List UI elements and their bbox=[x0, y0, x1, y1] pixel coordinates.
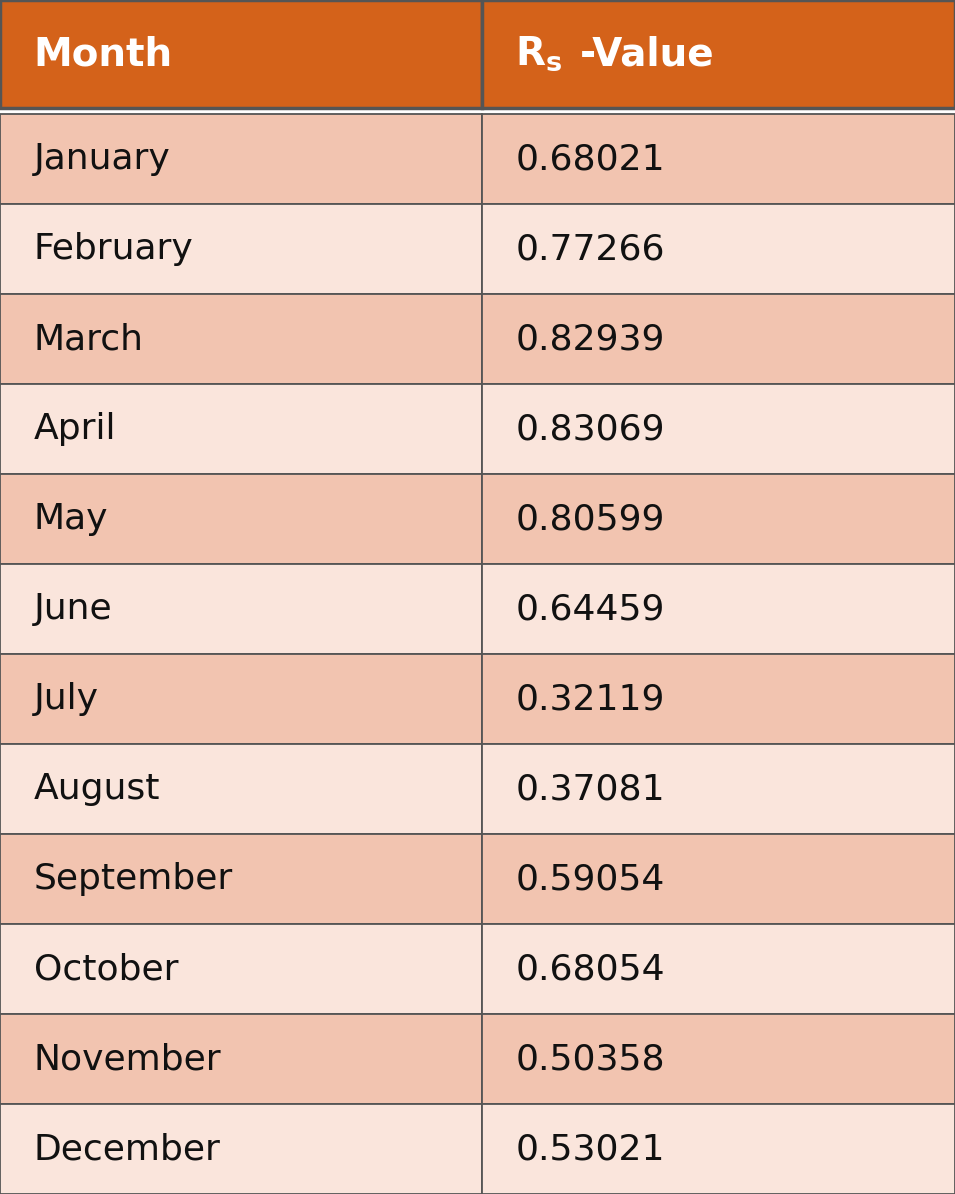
Text: February: February bbox=[33, 232, 194, 266]
Text: June: June bbox=[33, 592, 113, 626]
Text: November: November bbox=[33, 1042, 222, 1076]
Text: 0.83069: 0.83069 bbox=[516, 412, 665, 447]
Bar bbox=[0, 294, 482, 384]
Bar bbox=[482, 0, 955, 107]
Text: 0.32119: 0.32119 bbox=[516, 682, 665, 716]
Bar bbox=[0, 744, 482, 833]
Bar bbox=[0, 833, 482, 924]
Text: -Value: -Value bbox=[581, 35, 715, 73]
Bar bbox=[0, 384, 482, 474]
Text: 0.80599: 0.80599 bbox=[516, 501, 665, 536]
Bar bbox=[482, 654, 955, 744]
Text: September: September bbox=[33, 862, 233, 896]
Text: July: July bbox=[33, 682, 98, 716]
Bar bbox=[482, 204, 955, 294]
Text: 0.59054: 0.59054 bbox=[516, 862, 665, 896]
Text: Month: Month bbox=[33, 35, 173, 73]
Text: October: October bbox=[33, 952, 179, 986]
Text: March: March bbox=[33, 322, 144, 356]
Bar bbox=[0, 474, 482, 564]
Bar bbox=[482, 833, 955, 924]
Bar bbox=[0, 1104, 482, 1194]
Bar bbox=[482, 924, 955, 1014]
Bar bbox=[482, 744, 955, 833]
Text: August: August bbox=[33, 773, 160, 806]
Bar bbox=[482, 1014, 955, 1104]
Text: 0.82939: 0.82939 bbox=[516, 322, 665, 356]
Bar bbox=[0, 0, 482, 107]
Text: 0.68054: 0.68054 bbox=[516, 952, 665, 986]
Bar bbox=[0, 654, 482, 744]
Text: 0.53021: 0.53021 bbox=[516, 1132, 665, 1167]
Bar bbox=[482, 564, 955, 654]
Text: 0.50358: 0.50358 bbox=[516, 1042, 665, 1076]
Bar bbox=[482, 384, 955, 474]
Text: 0.37081: 0.37081 bbox=[516, 773, 665, 806]
Text: 0.68021: 0.68021 bbox=[516, 142, 665, 176]
Text: May: May bbox=[33, 501, 108, 536]
Text: $\mathbf{R_s}$: $\mathbf{R_s}$ bbox=[516, 35, 562, 73]
Bar bbox=[0, 564, 482, 654]
Bar bbox=[482, 1104, 955, 1194]
Bar bbox=[482, 474, 955, 564]
Bar bbox=[0, 204, 482, 294]
Text: December: December bbox=[33, 1132, 221, 1167]
Bar bbox=[482, 294, 955, 384]
Text: January: January bbox=[33, 142, 171, 176]
Bar bbox=[0, 113, 482, 204]
Text: April: April bbox=[33, 412, 117, 447]
Bar bbox=[482, 113, 955, 204]
Bar bbox=[0, 1014, 482, 1104]
Text: 0.64459: 0.64459 bbox=[516, 592, 665, 626]
Text: 0.77266: 0.77266 bbox=[516, 232, 665, 266]
Bar bbox=[0, 924, 482, 1014]
